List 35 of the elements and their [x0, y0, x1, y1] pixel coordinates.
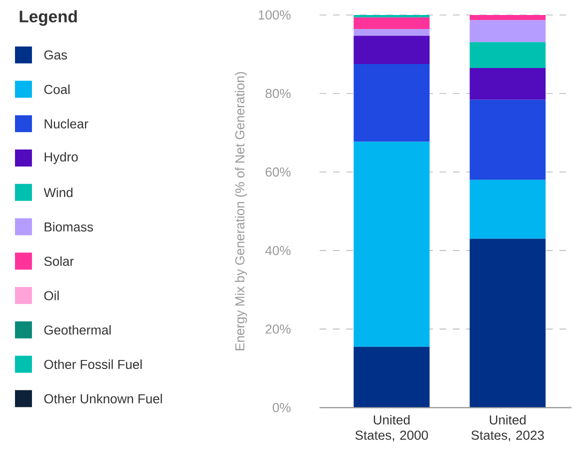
- bar: [470, 100, 546, 180]
- y-tick-label: 40%: [265, 246, 291, 256]
- bar: [354, 15, 430, 18]
- legend-label: Solar: [44, 256, 74, 266]
- legend-label: Oil: [44, 290, 59, 300]
- legend-title: Legend: [20, 10, 77, 26]
- bar: [354, 346, 430, 408]
- bar: [470, 15, 546, 20]
- bar: [354, 18, 430, 30]
- legend-label: Wind: [44, 188, 72, 198]
- legend-label: Nuclear: [44, 119, 88, 129]
- x-tick-label: United States, 2023: [471, 415, 544, 442]
- legend-label: Coal: [44, 84, 70, 94]
- legend-label: Other Unknown Fuel: [44, 394, 162, 404]
- bar: [470, 238, 546, 408]
- y-tick-label: 0%: [272, 403, 291, 412]
- x-tick-label: United States, 2000: [355, 415, 428, 442]
- legend-label: Other Fossil Fuel: [44, 360, 142, 370]
- bar: [470, 42, 546, 68]
- legend-label: Hydro: [44, 152, 78, 164]
- legend-label: Biomass: [44, 222, 94, 232]
- y-tick-label: 60%: [266, 168, 291, 177]
- bar: [470, 68, 546, 100]
- y-tick-label: 100%: [258, 10, 291, 20]
- bar: [354, 64, 430, 142]
- bar: [354, 29, 430, 36]
- bar: [470, 20, 546, 42]
- y-tick-label: 80%: [266, 89, 291, 98]
- bar: [470, 180, 546, 239]
- y-axis-title: Energy Mix by Generation (% of Net Generation): [234, 72, 248, 350]
- legend-label: Geothermal: [44, 325, 111, 335]
- y-tick-label: 20%: [266, 324, 291, 334]
- bar: [354, 36, 430, 64]
- legend-label: Gas: [44, 50, 68, 60]
- bar: [354, 142, 430, 347]
